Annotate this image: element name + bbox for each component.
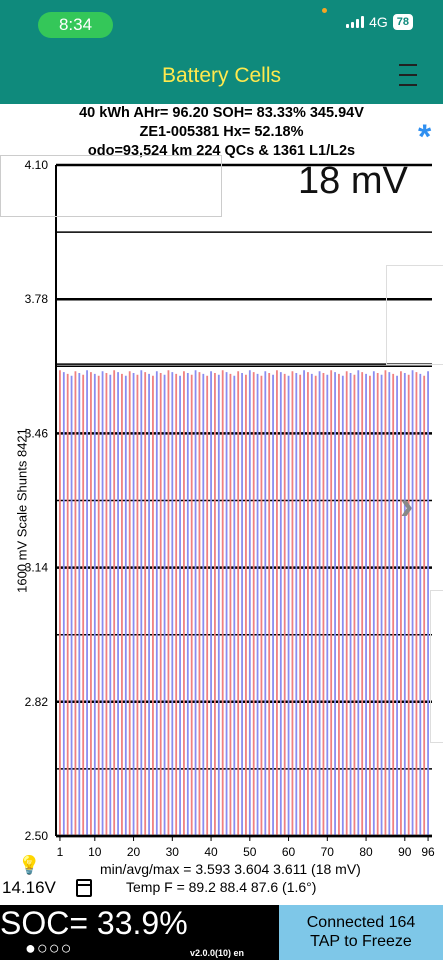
battery-icon: 78 xyxy=(392,14,413,30)
y-tick-label: 3.46 xyxy=(25,426,49,440)
x-tick-label: 90 xyxy=(398,845,412,859)
calendar-icon[interactable] xyxy=(76,879,92,897)
connect-status: Connected 164 xyxy=(306,914,416,931)
y-tick-label: 2.50 xyxy=(25,829,49,843)
x-tick-label: 40 xyxy=(204,845,218,859)
y-tick-label: 2.82 xyxy=(25,695,49,709)
y-tick-label: 3.78 xyxy=(25,292,49,306)
x-tick-label: 30 xyxy=(166,845,180,859)
temps: Temp F = 89.2 88.4 87.6 (1.6°) xyxy=(126,879,317,895)
time-pill[interactable]: 8:34 xyxy=(38,12,113,38)
info-line-2: ZE1-005381 Hx= 52.18% xyxy=(139,124,304,140)
x-tick-label: 10 xyxy=(88,845,102,859)
soc-label: SOC= 33.9% xyxy=(0,905,188,941)
title-bar: Battery Cells xyxy=(0,50,443,104)
x-tick-label: 80 xyxy=(359,845,373,859)
y-tick-label: 4.10 xyxy=(25,158,49,172)
x-tick-label: 70 xyxy=(321,845,335,859)
page-indicator[interactable]: ●○○○ xyxy=(25,938,73,958)
chevron-right-icon[interactable]: › xyxy=(400,484,414,528)
menu-icon[interactable] xyxy=(399,62,417,88)
privacy-indicator xyxy=(322,8,327,13)
aux-voltage: 14.16V xyxy=(2,878,56,897)
lightbulb-icon[interactable]: 💡 xyxy=(18,855,41,875)
spread-label: 18 mV xyxy=(298,160,408,202)
x-tick-label: 50 xyxy=(243,845,257,859)
info-line-1: 40 kWh AHr= 96.20 SOH= 83.33% 345.94V xyxy=(79,105,364,121)
status-bar: 8:34 4G 78 xyxy=(0,0,443,50)
minavgmax: min/avg/max = 3.593 3.604 3.611 (18 mV) xyxy=(100,861,361,877)
freeze-label: TAP to Freeze xyxy=(310,933,412,950)
overlay-box xyxy=(0,155,222,217)
x-tick-label: 60 xyxy=(282,845,296,859)
network-label: 4G xyxy=(369,14,388,30)
overlay-box xyxy=(430,590,443,743)
star-icon[interactable]: * xyxy=(418,118,432,156)
y-tick-label: 3.14 xyxy=(25,561,49,575)
signal-icon xyxy=(346,16,365,28)
cell-stats: min/avg/max = 3.593 3.604 3.611 (18 mV) … xyxy=(100,860,361,896)
status-icons: 4G 78 xyxy=(346,14,413,30)
x-tick-label: 20 xyxy=(127,845,141,859)
x-tick-label: 96 xyxy=(421,845,435,859)
version-label: v2.0.0(10) en xyxy=(190,948,245,958)
page-title: Battery Cells xyxy=(161,64,282,87)
overlay-box xyxy=(386,265,443,365)
cell-voltage-chart[interactable]: 4.10 3.78 3.46 3.14 2.82 2.50 1 10 20 30 40 50 60 70 8… xyxy=(0,150,443,880)
x-tick-label: 1 xyxy=(57,845,64,859)
connect-button[interactable]: Connected 164 TAP to Freeze xyxy=(279,905,443,960)
y-axis-label: 1600 mV Scale Shunts 8421 xyxy=(14,428,30,593)
